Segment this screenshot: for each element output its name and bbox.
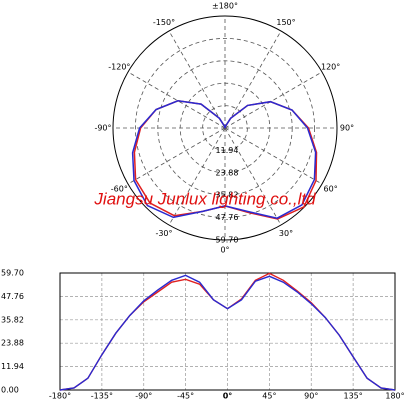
radial-tick-label: 23.88 <box>216 168 239 177</box>
angle-label: -120° <box>108 63 130 72</box>
radial-grid-line <box>224 30 282 129</box>
radial-grid-line <box>224 127 323 185</box>
grid-circle <box>157 60 293 196</box>
angle-label: -30° <box>155 229 172 238</box>
radial-grid-line <box>224 127 282 226</box>
angle-label: -60° <box>111 185 128 194</box>
y-tick-label: 59.70 <box>1 269 24 278</box>
x-tick-label: -180° <box>49 392 71 400</box>
radial-tick-label: 35.82 <box>216 191 239 200</box>
grid-circle <box>112 15 338 241</box>
polar-curve <box>131 100 317 219</box>
angle-label: 0° <box>220 246 229 255</box>
radial-tick-label: 11.94 <box>216 146 239 155</box>
y-tick-label: 0.00 <box>1 386 19 395</box>
angle-label: -150° <box>153 18 175 27</box>
x-tick-label: -45° <box>177 392 194 400</box>
angle-label: -90° <box>94 124 111 133</box>
y-tick-label: 11.94 <box>1 362 24 371</box>
y-tick-label: 23.88 <box>1 339 24 348</box>
line-series <box>59 274 396 391</box>
radial-grid-line <box>224 71 323 129</box>
angle-label: 150° <box>276 18 295 27</box>
x-tick-label: -135° <box>91 392 113 400</box>
angle-label: 90° <box>340 124 354 133</box>
y-tick-label: 47.76 <box>1 292 24 301</box>
plot-frame <box>59 272 396 391</box>
x-tick-label: 135° <box>343 392 362 400</box>
radial-tick-label: 47.76 <box>216 213 239 222</box>
x-tick-label: 45° <box>262 392 276 400</box>
radial-grid-line <box>168 30 226 129</box>
angle-label: ±180° <box>212 2 238 11</box>
y-tick-label: 35.82 <box>1 315 24 324</box>
watermark: Jiangsu Junlux lighting co.,ltd <box>93 189 316 208</box>
angle-label: 120° <box>321 63 340 72</box>
x-tick-label: 180° <box>385 392 404 400</box>
radial-grid-line <box>127 71 226 129</box>
x-tick-label: 0° <box>223 392 233 400</box>
x-tick-label: 90° <box>304 392 318 400</box>
radial-grid-line <box>168 127 226 226</box>
angle-label: 30° <box>279 229 293 238</box>
radial-grid-line <box>127 127 226 185</box>
radial-tick-label: 59.70 <box>216 236 239 245</box>
angle-label: 60° <box>324 185 338 194</box>
grid-circle <box>134 38 315 218</box>
x-tick-label: -90° <box>135 392 152 400</box>
